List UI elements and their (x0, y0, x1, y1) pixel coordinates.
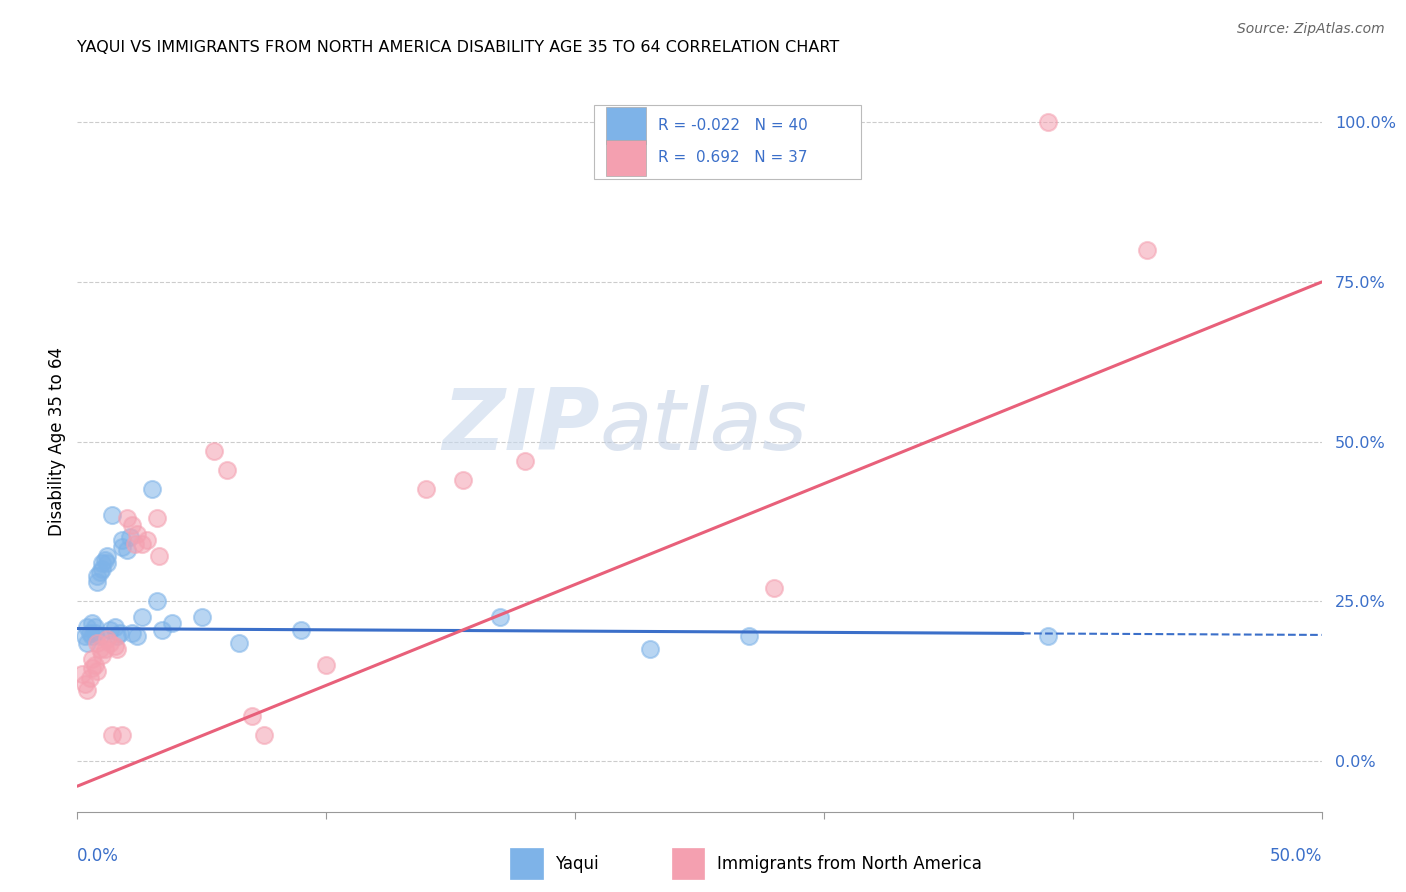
Point (141, 483, 163, 497)
Point (489, 610, 512, 624)
Y-axis label: Disability Age 35 to 64: Disability Age 35 to 64 (48, 347, 66, 536)
Point (215, 463, 238, 477)
Point (111, 728, 134, 742)
Point (79, 626, 101, 640)
Text: Yaqui: Yaqui (555, 855, 599, 872)
Point (73, 677, 96, 691)
Point (191, 610, 214, 624)
Point (93, 642, 115, 657)
Point (82, 661, 104, 675)
Point (91, 648, 114, 663)
Point (89, 642, 111, 657)
Point (76, 619, 98, 633)
Point (91, 562, 114, 576)
FancyBboxPatch shape (593, 104, 862, 178)
Point (111, 533, 134, 548)
FancyBboxPatch shape (510, 848, 543, 880)
Point (111, 540, 134, 554)
Point (89, 629, 111, 643)
Point (150, 623, 173, 637)
Point (83, 619, 105, 633)
Point (83, 657, 105, 672)
Point (101, 728, 124, 742)
Point (515, 453, 537, 467)
Point (86, 574, 108, 589)
Point (115, 543, 138, 558)
FancyBboxPatch shape (672, 848, 704, 880)
Point (83, 626, 105, 640)
Point (415, 483, 437, 497)
Point (253, 728, 276, 742)
Text: YAQUI VS IMMIGRANTS FROM NORTH AMERICA DISABILITY AGE 35 TO 64 CORRELATION CHART: YAQUI VS IMMIGRANTS FROM NORTH AMERICA D… (77, 40, 839, 55)
Point (121, 517, 143, 532)
Point (96, 549, 118, 564)
Text: R = -0.022   N = 40: R = -0.022 N = 40 (658, 118, 808, 133)
Point (121, 626, 143, 640)
Text: Immigrants from North America: Immigrants from North America (717, 855, 981, 872)
Point (96, 632, 118, 647)
Point (202, 444, 225, 458)
Point (82, 629, 104, 643)
Point (105, 629, 128, 643)
Text: 0.0%: 0.0% (77, 847, 120, 865)
Point (124, 536, 146, 550)
Point (160, 616, 183, 631)
Point (148, 549, 170, 564)
Point (125, 527, 148, 541)
FancyBboxPatch shape (606, 140, 645, 176)
Point (1036, 115, 1059, 129)
Text: ZIP: ZIP (443, 385, 600, 468)
FancyBboxPatch shape (606, 107, 645, 144)
Point (76, 683, 98, 698)
Point (86, 635, 108, 649)
Text: 50.0%: 50.0% (1270, 847, 1322, 865)
Point (73, 629, 96, 643)
Point (146, 511, 169, 525)
Point (89, 566, 111, 580)
Text: R =  0.692   N = 37: R = 0.692 N = 37 (658, 151, 808, 166)
Point (86, 665, 108, 679)
Point (125, 629, 148, 643)
Point (105, 642, 128, 657)
Point (98, 623, 121, 637)
Point (451, 473, 474, 487)
Point (763, 582, 786, 596)
Point (76, 635, 98, 649)
Point (146, 594, 169, 608)
Point (315, 657, 337, 672)
Point (79, 671, 101, 685)
Point (118, 530, 141, 544)
Point (101, 508, 124, 522)
Point (228, 635, 250, 649)
Text: Source: ZipAtlas.com: Source: ZipAtlas.com (1237, 22, 1385, 37)
Point (104, 639, 127, 653)
Point (72, 667, 94, 681)
Point (93, 552, 115, 566)
Point (91, 556, 114, 570)
Point (136, 533, 159, 548)
Point (1036, 629, 1059, 643)
Point (638, 642, 661, 657)
Point (290, 623, 312, 637)
Point (86, 568, 108, 582)
Point (98, 635, 121, 649)
Point (1136, 243, 1159, 257)
Point (738, 629, 761, 643)
Point (104, 619, 127, 633)
Point (108, 626, 131, 640)
Point (131, 610, 153, 624)
Point (131, 536, 153, 550)
Point (82, 616, 104, 631)
Text: atlas: atlas (600, 385, 808, 468)
Point (96, 556, 118, 570)
Point (82, 651, 104, 665)
Point (240, 709, 263, 723)
Point (115, 511, 138, 525)
